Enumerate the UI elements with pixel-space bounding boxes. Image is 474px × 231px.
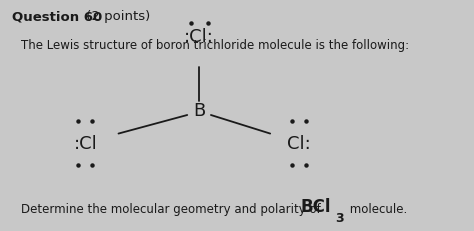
Text: :Cl: :Cl (73, 134, 97, 152)
Text: Cl:: Cl: (287, 134, 310, 152)
Text: Question 60: Question 60 (12, 10, 102, 23)
Text: 3: 3 (335, 211, 344, 224)
Text: The Lewis structure of boron trichloride molecule is the following:: The Lewis structure of boron trichloride… (21, 39, 410, 52)
Text: B: B (193, 102, 205, 120)
Text: BCl: BCl (301, 197, 331, 215)
Text: molecule.: molecule. (346, 202, 407, 215)
Text: Determine the molecular geometry and polarity of: Determine the molecular geometry and pol… (21, 202, 325, 215)
Text: (2 points): (2 points) (82, 10, 150, 23)
Text: :Cl:: :Cl: (184, 28, 214, 46)
